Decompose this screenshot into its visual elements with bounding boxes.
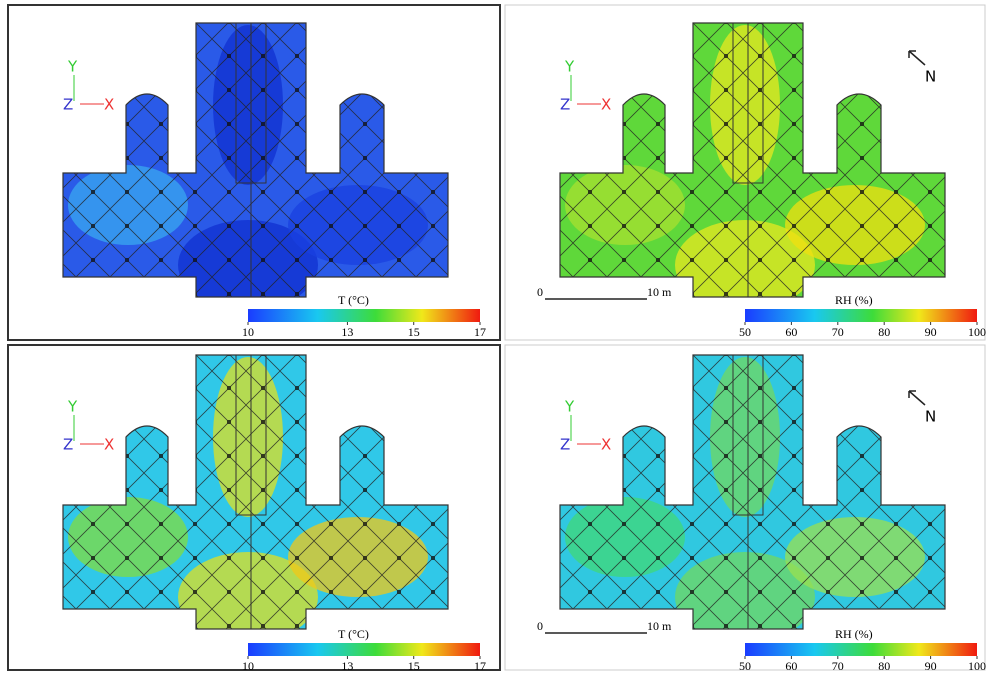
colorbar-tick-label: 17 [474,325,486,339]
colorbar [248,309,480,322]
colorbar [745,309,977,322]
colorbar-tick-label: 13 [341,325,353,339]
colorbar-tick-label: 100 [968,659,986,673]
axis-z: Z [560,436,570,454]
colorbar-tick-label: 70 [832,659,844,673]
panel: Y Z X N 0 10 m RH (%) 50 60 70 80 90 100 [505,5,986,340]
colorbar-tick-label: 15 [408,325,420,339]
colorbar-title: RH (%) [835,293,873,307]
axis-x: X [601,96,611,114]
colorbar-tick-label: 90 [925,659,937,673]
north-label: N [925,68,936,86]
axis-y: Y [564,398,575,416]
colorbar-tick-label: 80 [878,659,890,673]
panel: Y Z X N 0 10 m RH (%) 50 60 70 80 90 100 [505,345,986,673]
colorbar-tick-label: 10 [242,325,254,339]
colorbar-tick-label: 70 [832,325,844,339]
scale-end: 10 m [647,619,672,633]
colorbar-title: T (°C) [338,627,369,641]
colorbar-title: T (°C) [338,293,369,307]
colorbar [248,643,480,656]
scale-start: 0 [537,619,543,633]
colorbar-tick-label: 60 [785,325,797,339]
axis-z: Z [560,96,570,114]
colorbar-title: RH (%) [835,627,873,641]
scale-end: 10 m [647,285,672,299]
north-label: N [925,408,936,426]
axis-y: Y [67,398,78,416]
figure: Y Z X T (°C) 10 13 15 17 Y Z X N 0 10 m RH (%) 50 60 70 80… [0,0,987,673]
colorbar-tick-label: 15 [408,659,420,673]
axis-y: Y [564,58,575,76]
axis-z: Z [63,436,73,454]
colorbar-tick-label: 50 [739,325,751,339]
colorbar-tick-label: 90 [925,325,937,339]
colorbar-tick-label: 13 [341,659,353,673]
colorbar-tick-label: 17 [474,659,486,673]
axis-x: X [104,436,114,454]
colorbar [745,643,977,656]
panel: Y Z X T (°C) 10 13 15 17 [8,5,500,340]
colorbar-tick-label: 10 [242,659,254,673]
axis-x: X [104,96,114,114]
scale-start: 0 [537,285,543,299]
axis-z: Z [63,96,73,114]
axis-x: X [601,436,611,454]
colorbar-tick-label: 50 [739,659,751,673]
colorbar-tick-label: 100 [968,325,986,339]
panel: Y Z X T (°C) 10 13 15 17 [8,345,500,673]
axis-y: Y [67,58,78,76]
colorbar-tick-label: 60 [785,659,797,673]
colorbar-tick-label: 80 [878,325,890,339]
